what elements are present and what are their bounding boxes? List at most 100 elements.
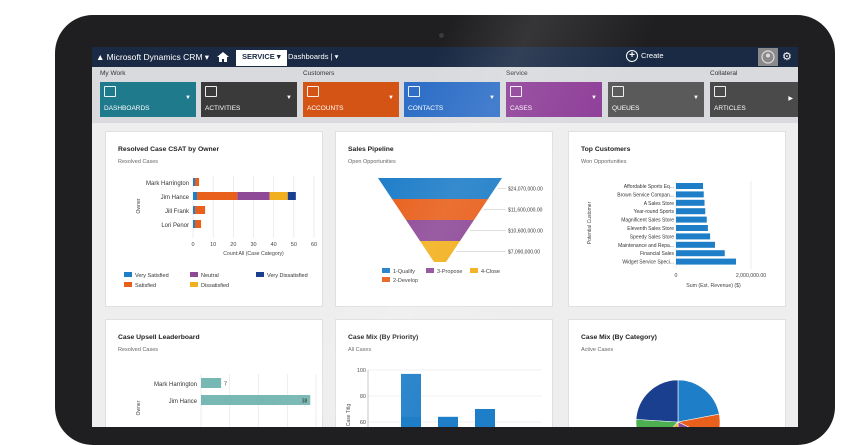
chevron-down-icon: ▼: [591, 95, 597, 101]
y-tick-label: 100: [357, 368, 366, 374]
card-csat-by-owner: Resolved Case CSAT by Owner Resolved Cas…: [105, 131, 323, 307]
card-case-mix-priority: Case Mix (By Priority) All Cases 100 80 60…: [335, 319, 553, 427]
data-label: 7: [224, 382, 227, 388]
nav-tile-accounts[interactable]: ACCOUNTS ▼: [303, 82, 399, 117]
create-button[interactable]: + Create: [626, 50, 664, 62]
nav-group-collateral: Collateral: [710, 70, 738, 77]
bar-segment: [197, 192, 238, 200]
home-icon[interactable]: [216, 51, 230, 63]
bar-segment: [193, 206, 196, 214]
legend-label: 3-Propose: [437, 269, 462, 275]
category-label: Eleventh Sales Store: [627, 226, 674, 232]
bar: [676, 208, 706, 215]
app-screen: ▲ Microsoft Dynamics CRM ▾ SERVICE ▾ Das…: [92, 47, 798, 427]
category-label: Maintenance and Repa...: [618, 243, 674, 249]
bar-segment: [195, 206, 206, 214]
card-title: Resolved Case CSAT by Owner: [118, 146, 220, 153]
card-subtitle: Won Opportunities: [581, 159, 627, 165]
nav-tile-cases[interactable]: CASES ▼: [506, 82, 602, 117]
nav-tile-label: ACTIVITIES: [205, 105, 241, 112]
bar-segment: [269, 192, 288, 200]
category-label: Mark Harrington: [154, 382, 197, 388]
category-label: Financial Sales: [640, 251, 674, 257]
app-title[interactable]: ▲ Microsoft Dynamics CRM ▾: [96, 52, 209, 63]
card-title: Case Upsell Leaderboard: [118, 334, 200, 341]
category-label: Mark Harrington: [146, 181, 189, 187]
bar: [676, 199, 705, 206]
card-title: Sales Pipeline: [348, 146, 394, 153]
nav-group-customers: Customers: [303, 70, 335, 77]
nav-tile-contacts[interactable]: CONTACTS ▼: [404, 82, 500, 117]
y-tick-label: 60: [360, 420, 366, 426]
nav-tile-articles[interactable]: ARTICLES ▶: [710, 82, 798, 117]
card-top-customers: Top Customers Won Opportunities 0 2,000,0…: [568, 131, 786, 307]
bar: [676, 233, 711, 240]
legend-label: Satisfied: [135, 283, 156, 289]
bar-segment: [193, 178, 196, 186]
x-tick-label: 20: [230, 242, 236, 248]
case-mix-category-chart: [635, 379, 721, 427]
funnel-segment: [420, 241, 460, 262]
category-label: Magnificent Sales Store: [621, 218, 674, 224]
x-tick-label: 30: [250, 242, 256, 248]
category-label: Jim Hance: [161, 195, 190, 201]
bar-segment: [193, 192, 198, 200]
legend-swatch: [190, 272, 198, 277]
chevron-down-icon: ▼: [693, 95, 699, 101]
y-tick-label: 80: [360, 394, 366, 400]
legend-swatch: [426, 268, 434, 273]
data-label: 38: [302, 399, 308, 405]
nav-tile-label: ACCOUNTS: [307, 105, 344, 112]
category-label: Jill Frank: [165, 209, 190, 215]
bar: [676, 250, 725, 257]
area-selector-service[interactable]: SERVICE ▾: [236, 50, 287, 66]
nav-tile-queues[interactable]: QUEUES ▼: [608, 82, 704, 117]
card-title: Top Customers: [581, 146, 631, 153]
pie-slice: [635, 379, 679, 423]
nav-tile-dashboards[interactable]: DASHBOARDS ▼: [100, 82, 196, 117]
data-label: $24,070,000.00: [508, 187, 543, 193]
dashboards-label: Dashboards: [288, 52, 329, 61]
legend-label: Very Satisfied: [135, 273, 169, 279]
card-subtitle: Resolved Cases: [118, 347, 159, 353]
accounts-icon: [307, 86, 319, 97]
funnel-segment: [406, 220, 474, 241]
bar-segment: [237, 192, 270, 200]
category-label: Widget Service Speci...: [622, 260, 674, 266]
x-axis-label: Sum (Est. Revenue) ($): [686, 283, 741, 289]
y-axis-label: Owner: [136, 400, 142, 415]
nav-tile-label: QUEUES: [612, 105, 640, 112]
dashboard-icon: [104, 86, 116, 97]
bar: [201, 395, 311, 405]
nav-group-my-work: My Work: [100, 70, 126, 77]
dashboard-content: Resolved Case CSAT by Owner Resolved Cas…: [92, 123, 798, 427]
articles-icon: [714, 86, 726, 97]
dynamics-logo-icon: ▲: [96, 52, 105, 62]
card-title: Case Mix (By Priority): [348, 334, 419, 341]
category-label: Brown Service Compan...: [617, 192, 674, 198]
chevron-down-icon: ▼: [185, 95, 191, 101]
x-tick-label: 50: [291, 242, 297, 248]
bar: [401, 373, 421, 427]
card-subtitle: Resolved Cases: [118, 159, 159, 165]
chevron-down-icon: ▾: [276, 52, 281, 61]
nav-tile-activities[interactable]: ACTIVITIES ▼: [201, 82, 297, 117]
legend-swatch: [382, 268, 390, 273]
legend-swatch: [190, 282, 198, 287]
legend-label: Very Dissatisfied: [267, 273, 308, 279]
legend-swatch: [470, 268, 478, 273]
dashboards-menu[interactable]: Dashboards | ▾: [288, 52, 338, 61]
gear-icon[interactable]: ⚙: [782, 51, 792, 63]
y-axis-label: Case Titlg: [346, 404, 352, 426]
user-avatar[interactable]: [758, 48, 778, 66]
csat-chart: 0 10 20 30 40 50 60 Count:All (Case Category) Ow…: [124, 176, 317, 289]
plus-circle-icon: +: [626, 50, 638, 62]
x-axis-label: Count:All (Case Category): [223, 251, 284, 257]
create-label: Create: [641, 50, 664, 60]
funnel-segment: [378, 178, 502, 199]
nav-group-service: Service: [506, 70, 528, 77]
sitemap-navigation: My Work Customers Service Collateral DAS…: [92, 67, 798, 123]
card-sales-pipeline: Sales Pipeline Open Opportunities $24,07…: [335, 131, 553, 307]
category-label: A Sales Store: [644, 201, 675, 207]
upsell-chart: Owner Mark Harrington 7 Jim Hance 38: [136, 374, 317, 427]
